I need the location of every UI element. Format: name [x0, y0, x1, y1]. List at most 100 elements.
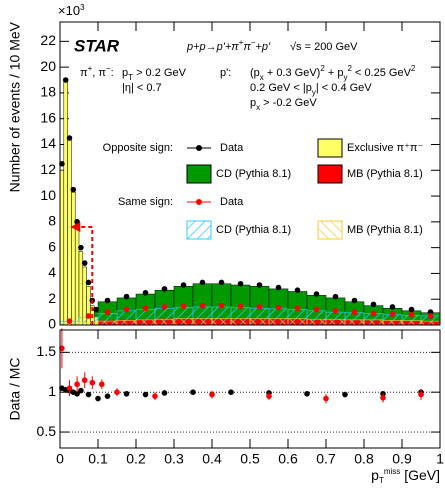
- data-point: [313, 291, 320, 297]
- text-part: [GeV]: [400, 467, 440, 483]
- x-tick-label: 0.7: [316, 451, 336, 467]
- text-part: 2: [411, 64, 416, 73]
- x-tick-label: 0.8: [354, 451, 374, 467]
- data-point: [62, 77, 69, 83]
- histogram-bar: [401, 320, 422, 326]
- data-point: [161, 304, 168, 310]
- data-point: [294, 287, 301, 293]
- data-point: [389, 304, 396, 310]
- text-part: T: [379, 476, 384, 485]
- data-point: [218, 279, 225, 286]
- y-tick-label: 4: [48, 264, 56, 280]
- data-point: [342, 391, 348, 398]
- text-part: −: [251, 38, 256, 47]
- data-point: [408, 306, 415, 313]
- legend-label: Data: [220, 142, 244, 154]
- text-part: :: [111, 67, 114, 79]
- histogram-bar: [420, 320, 441, 326]
- data-point: [114, 389, 120, 395]
- text-part: , π: [92, 67, 106, 79]
- text-part: p: [122, 67, 128, 79]
- x-tick-label: 0.4: [202, 451, 222, 467]
- data-point: [313, 306, 320, 313]
- y-tick-label: 12: [40, 161, 56, 177]
- data-point: [85, 279, 92, 286]
- data-point: [78, 244, 84, 251]
- data-point: [93, 306, 99, 313]
- text-part: p+p→p'+π: [186, 41, 239, 53]
- data-point: [180, 303, 187, 310]
- text-part: √s = 200 GeV: [290, 41, 358, 53]
- text-part: < 0.25 GeV: [352, 67, 412, 79]
- legend-swatch: [317, 164, 343, 184]
- data-point: [304, 390, 310, 397]
- data-point: [99, 381, 105, 388]
- annotation: (px + 0.3 GeV)2 + py2 < 0.25 GeV2: [250, 64, 416, 82]
- text-part: +: [88, 64, 93, 73]
- text-part: 3: [80, 3, 85, 12]
- legend-label: CD (Pythia 8.1): [216, 168, 291, 180]
- annotation: pT > 0.2 GeV: [122, 67, 187, 82]
- legend-swatch: [186, 220, 212, 240]
- histogram-bar: [97, 320, 118, 326]
- histogram-bar: [67, 137, 72, 326]
- x-tick-label: 0.6: [278, 451, 298, 467]
- annotation: |η| < 0.7: [122, 82, 162, 94]
- text-part: T: [128, 73, 133, 82]
- x-tick-label: 0.3: [164, 451, 184, 467]
- histogram-bar: [382, 320, 403, 326]
- text-part: x: [260, 73, 264, 82]
- histogram-bar: [135, 319, 156, 326]
- annotation: 0.2 GeV < |py| < 0.4 GeV: [250, 82, 372, 97]
- text-part: + p: [325, 67, 344, 79]
- data-point: [275, 284, 282, 291]
- text-part: 2: [320, 64, 325, 73]
- data-point: [218, 302, 225, 309]
- data-point: [351, 297, 358, 304]
- data-point: [74, 390, 80, 397]
- text-part: y: [343, 73, 347, 82]
- data-point: [81, 377, 88, 384]
- data-point: [389, 311, 396, 317]
- histogram-bar: [363, 319, 384, 326]
- text-part: > -0.2 GeV: [260, 97, 317, 109]
- annotation: π+, π−:: [80, 64, 114, 79]
- text-part: π: [80, 67, 88, 79]
- data-point: [209, 391, 215, 398]
- logo: STAR: [74, 36, 120, 55]
- data-point: [199, 279, 206, 286]
- ratio-frame: [59, 329, 441, 449]
- data-point: [123, 306, 130, 313]
- y-tick-label: 6: [48, 238, 56, 254]
- legend-group: Same sign:: [118, 196, 173, 208]
- data-point: [256, 282, 263, 288]
- data-point: [408, 311, 415, 318]
- cut-arrowhead: [70, 222, 81, 233]
- data-point: [294, 305, 301, 312]
- text-part: | < 0.4 GeV: [316, 82, 372, 94]
- data-point: [123, 293, 130, 300]
- data-point: [123, 390, 130, 397]
- data-point: [85, 313, 92, 319]
- legend-swatch: [196, 199, 202, 205]
- data-point: [85, 391, 92, 398]
- data-point: [332, 308, 339, 314]
- text-part: y: [312, 88, 316, 97]
- text-part: x: [256, 103, 260, 112]
- histogram-bar: [287, 318, 308, 326]
- data-point: [323, 395, 329, 402]
- data-point: [70, 186, 77, 193]
- data-point: [370, 310, 377, 317]
- histogram-bar: [116, 320, 137, 326]
- data-point: [66, 318, 73, 324]
- y-tick-label: 14: [40, 135, 56, 151]
- text-part: p':: [220, 67, 231, 79]
- text-part: ×10: [58, 3, 80, 18]
- y-tick-label: 18: [40, 84, 56, 100]
- annotation: px > -0.2 GeV: [250, 97, 317, 112]
- text-part: π: [243, 41, 251, 53]
- data-point: [370, 301, 377, 308]
- text-part: > 0.2 GeV: [133, 67, 187, 79]
- legend-label: Exclusive π⁺π⁻: [347, 142, 424, 154]
